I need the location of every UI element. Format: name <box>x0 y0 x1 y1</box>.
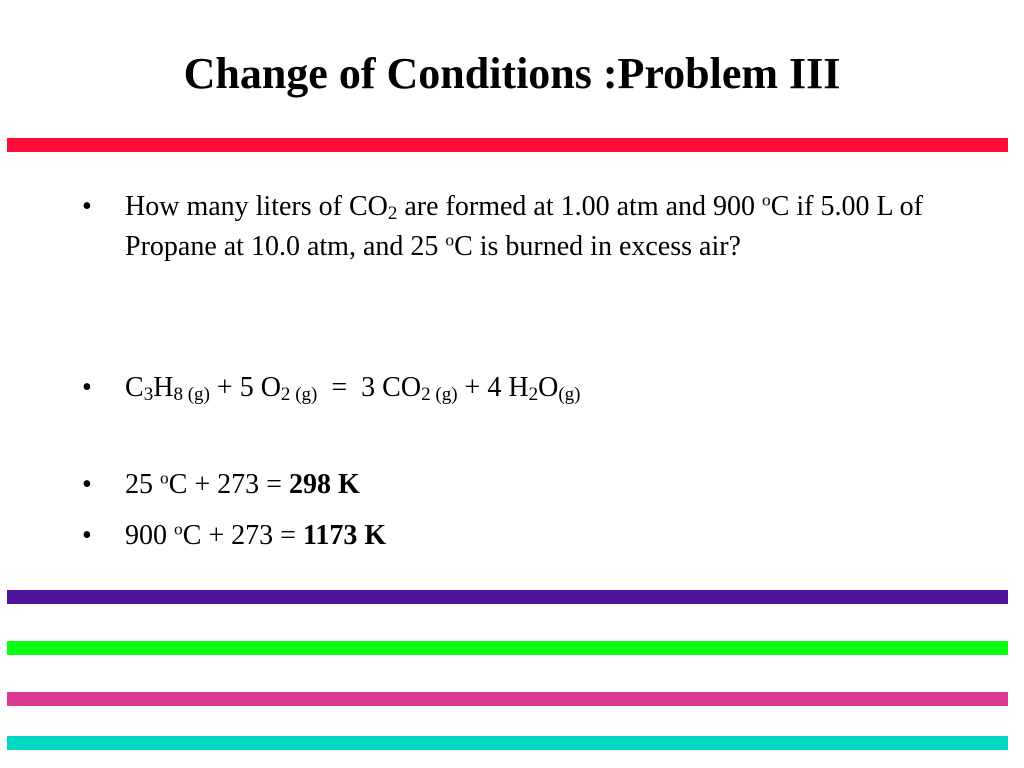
bullet-question: • How many liters of CO2 are formed at 1… <box>82 187 952 267</box>
bullet-temp-conversion-900: • 900 oC + 273 = 1173 K <box>82 516 952 556</box>
equation-part: C <box>125 372 144 403</box>
superscript: o <box>160 468 169 488</box>
equation-part: H <box>153 372 174 403</box>
subscript: 2 <box>528 384 539 406</box>
equation-part: + 4 H <box>457 372 529 403</box>
equation-part: O <box>538 372 559 403</box>
superscript: o <box>445 230 455 250</box>
temp-part: 25 <box>125 469 160 500</box>
equation-part: = 3 CO <box>317 372 422 403</box>
divider-purple <box>7 590 1008 604</box>
divider-green <box>7 641 1008 655</box>
subscript: 2 (g) <box>421 384 458 406</box>
subscript: 2 (g) <box>280 384 318 406</box>
temp-conversion-text: 25 oC + 273 = 298 K <box>125 465 952 505</box>
superscript: o <box>174 519 183 539</box>
temp-part: C + 273 = <box>168 469 289 500</box>
question-part: C if 5.00 L of Propane at 10.0 atm, and … <box>125 191 923 262</box>
temp-result: 298 K <box>288 469 360 500</box>
divider-pink <box>7 692 1008 706</box>
bullet-marker: • <box>82 469 92 500</box>
bullet-marker: • <box>82 372 92 403</box>
bullet-marker: • <box>82 520 92 551</box>
temp-conversion-text: 900 oC + 273 = 1173 K <box>125 516 952 556</box>
temp-part: 900 <box>125 520 174 551</box>
subscript: 8 (g) <box>173 384 210 406</box>
equation-part: + 5 O <box>209 372 281 403</box>
superscript: o <box>762 190 771 210</box>
chemical-equation: C3H8 (g) + 5 O2 (g) = 3 CO2 (g) + 4 H2O(… <box>125 368 952 408</box>
subscript: 2 <box>387 203 398 225</box>
temp-result: 1173 K <box>302 520 387 551</box>
question-part: are formed at 1.00 atm and 900 <box>397 191 763 222</box>
question-part: C is burned in excess air? <box>454 231 741 262</box>
question-part: How many liters of CO <box>125 191 388 222</box>
question-text: How many liters of CO2 are formed at 1.0… <box>125 187 952 267</box>
temp-part: C + 273 = <box>182 520 303 551</box>
slide-title: Change of Conditions :Problem III <box>183 49 841 98</box>
bullet-temp-conversion-25: • 25 oC + 273 = 298 K <box>82 465 952 505</box>
bullet-marker: • <box>82 191 92 222</box>
subscript: 3 <box>143 384 154 406</box>
bullet-equation: • C3H8 (g) + 5 O2 (g) = 3 CO2 (g) + 4 H2… <box>82 368 952 408</box>
subscript: (g) <box>558 384 581 406</box>
divider-cyan <box>7 736 1008 750</box>
divider-red <box>7 138 1008 152</box>
